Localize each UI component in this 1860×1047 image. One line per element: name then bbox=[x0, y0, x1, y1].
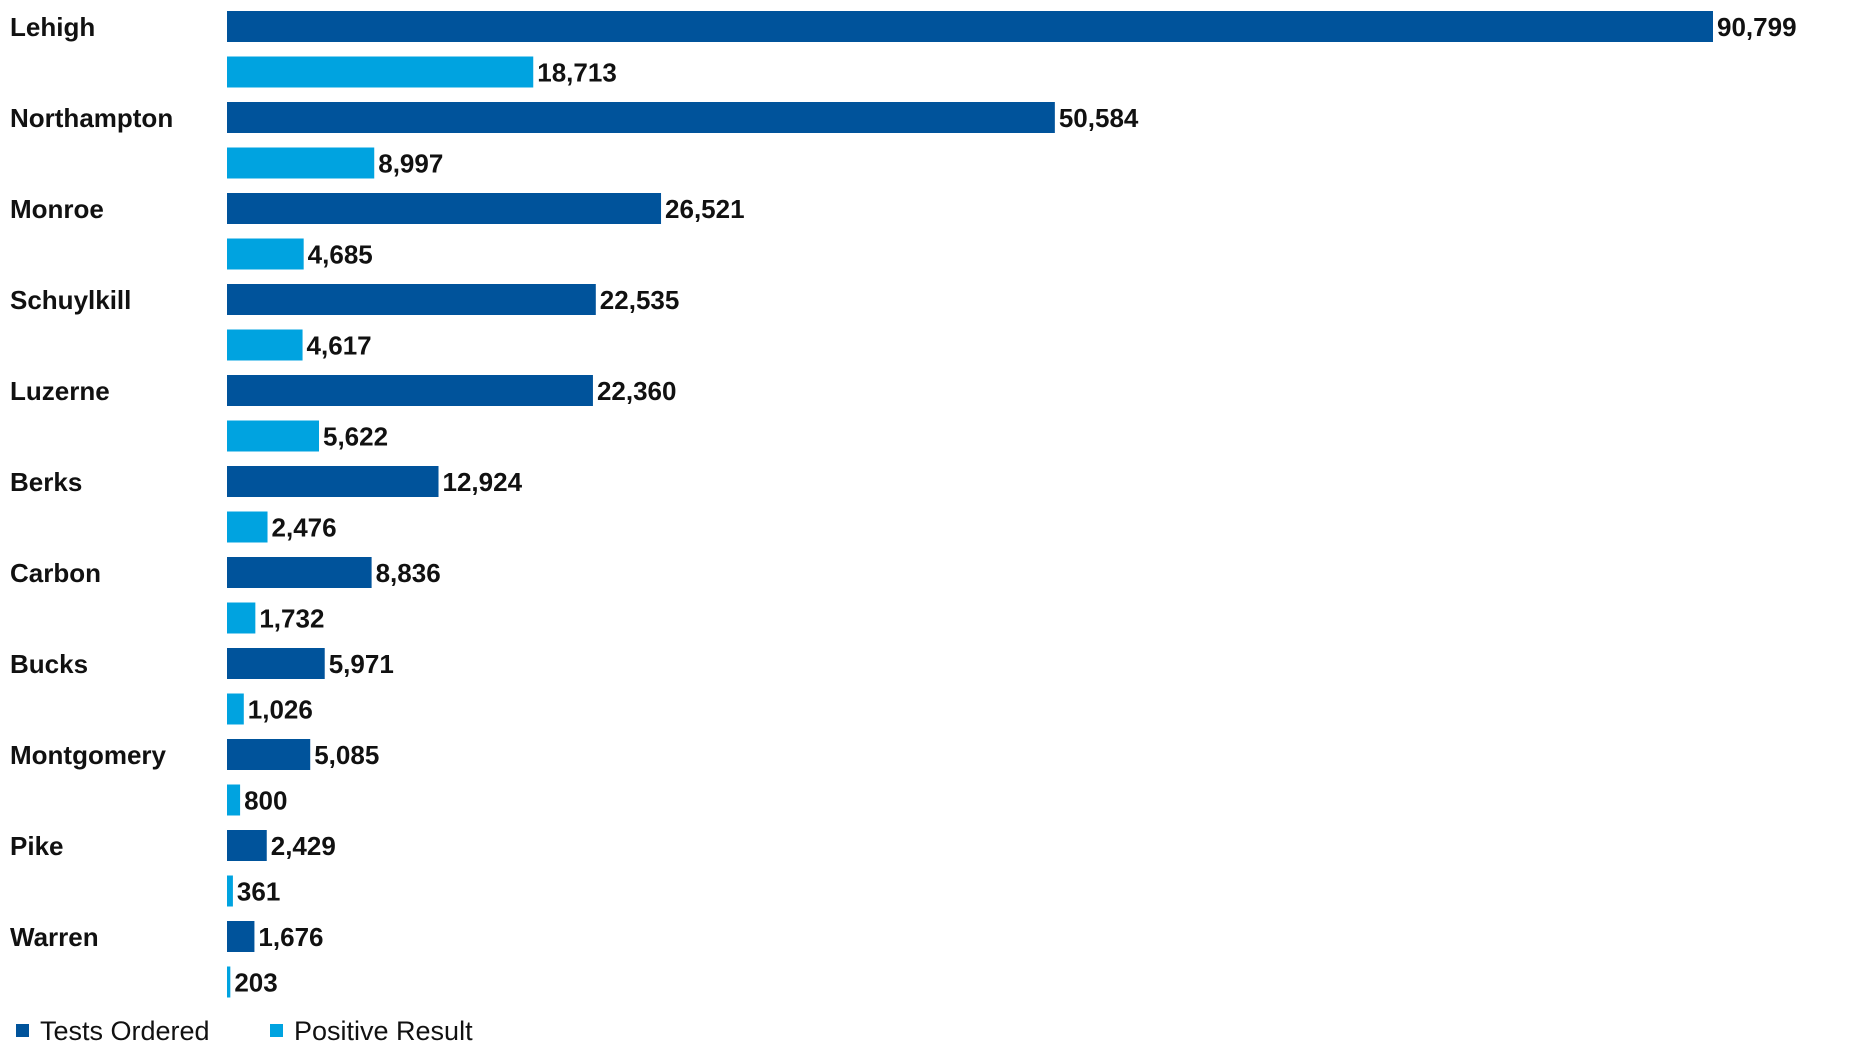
bar-tests-ordered-schuylkill bbox=[227, 284, 596, 315]
value-label-positive-result-lehigh: 18,713 bbox=[537, 58, 617, 88]
value-label-tests-ordered-lehigh: 90,799 bbox=[1717, 12, 1797, 42]
bar-positive-result-pike bbox=[227, 875, 233, 907]
category-label-carbon: Carbon bbox=[10, 558, 101, 588]
category-label-warren: Warren bbox=[10, 922, 99, 952]
bar-tests-ordered-pike bbox=[227, 830, 267, 861]
value-label-positive-result-carbon: 1,732 bbox=[259, 604, 324, 634]
value-label-positive-result-montgomery: 800 bbox=[244, 786, 287, 816]
bar-tests-ordered-montgomery bbox=[227, 739, 311, 770]
value-label-positive-result-luzerne: 5,622 bbox=[323, 422, 388, 452]
category-label-pike: Pike bbox=[10, 831, 64, 861]
value-label-tests-ordered-montgomery: 5,085 bbox=[314, 740, 379, 770]
legend-swatch-tests-ordered bbox=[16, 1024, 29, 1037]
bar-positive-result-monroe bbox=[227, 238, 304, 270]
value-label-positive-result-schuylkill: 4,617 bbox=[307, 331, 372, 361]
value-label-tests-ordered-monroe: 26,521 bbox=[665, 194, 745, 224]
category-label-schuylkill: Schuylkill bbox=[10, 285, 131, 315]
bar-tests-ordered-monroe bbox=[227, 193, 662, 224]
bar-tests-ordered-warren bbox=[227, 921, 255, 952]
value-label-tests-ordered-pike: 2,429 bbox=[271, 831, 336, 861]
bar-tests-ordered-berks bbox=[227, 466, 439, 497]
legend-label-tests-ordered: Tests Ordered bbox=[40, 1016, 210, 1046]
category-label-bucks: Bucks bbox=[10, 649, 88, 679]
bar-positive-result-northampton bbox=[227, 147, 375, 179]
bar-positive-result-schuylkill bbox=[227, 329, 303, 361]
category-label-lehigh: Lehigh bbox=[10, 12, 95, 42]
value-label-positive-result-warren: 203 bbox=[234, 968, 277, 998]
bar-tests-ordered-northampton bbox=[227, 102, 1055, 133]
value-label-positive-result-berks: 2,476 bbox=[272, 513, 337, 543]
bar-positive-result-carbon bbox=[227, 602, 256, 634]
category-label-montgomery: Montgomery bbox=[10, 740, 167, 770]
bar-tests-ordered-lehigh bbox=[227, 11, 1713, 42]
bar-tests-ordered-bucks bbox=[227, 648, 325, 679]
bar-tests-ordered-carbon bbox=[227, 557, 372, 588]
bar-positive-result-warren bbox=[227, 966, 231, 998]
category-label-luzerne: Luzerne bbox=[10, 376, 110, 406]
bar-tests-ordered-luzerne bbox=[227, 375, 593, 406]
bar-positive-result-bucks bbox=[227, 693, 244, 725]
category-label-berks: Berks bbox=[10, 467, 82, 497]
bar-positive-result-berks bbox=[227, 511, 268, 543]
value-label-tests-ordered-bucks: 5,971 bbox=[329, 649, 394, 679]
value-label-positive-result-pike: 361 bbox=[237, 877, 280, 907]
bar-positive-result-montgomery bbox=[227, 784, 241, 816]
bar-positive-result-lehigh bbox=[227, 56, 534, 88]
value-label-positive-result-bucks: 1,026 bbox=[248, 695, 313, 725]
bar-positive-result-luzerne bbox=[227, 420, 320, 452]
value-label-tests-ordered-schuylkill: 22,535 bbox=[600, 285, 680, 315]
value-label-tests-ordered-berks: 12,924 bbox=[443, 467, 523, 497]
value-label-tests-ordered-luzerne: 22,360 bbox=[597, 376, 677, 406]
value-label-tests-ordered-northampton: 50,584 bbox=[1059, 103, 1139, 133]
category-label-northampton: Northampton bbox=[10, 103, 173, 133]
bars-group: Lehigh 90,799 18,713 Northampton 50,584 8,997… bbox=[10, 11, 1797, 998]
value-label-positive-result-northampton: 8,997 bbox=[378, 149, 443, 179]
legend-swatch-positive-result bbox=[270, 1024, 283, 1037]
value-label-tests-ordered-warren: 1,676 bbox=[258, 922, 323, 952]
value-label-positive-result-monroe: 4,685 bbox=[308, 240, 373, 270]
category-label-monroe: Monroe bbox=[10, 194, 104, 224]
value-label-tests-ordered-carbon: 8,836 bbox=[376, 558, 441, 588]
legend-label-positive-result: Positive Result bbox=[294, 1016, 473, 1046]
legend: Tests Ordered Positive Result bbox=[16, 1016, 473, 1046]
